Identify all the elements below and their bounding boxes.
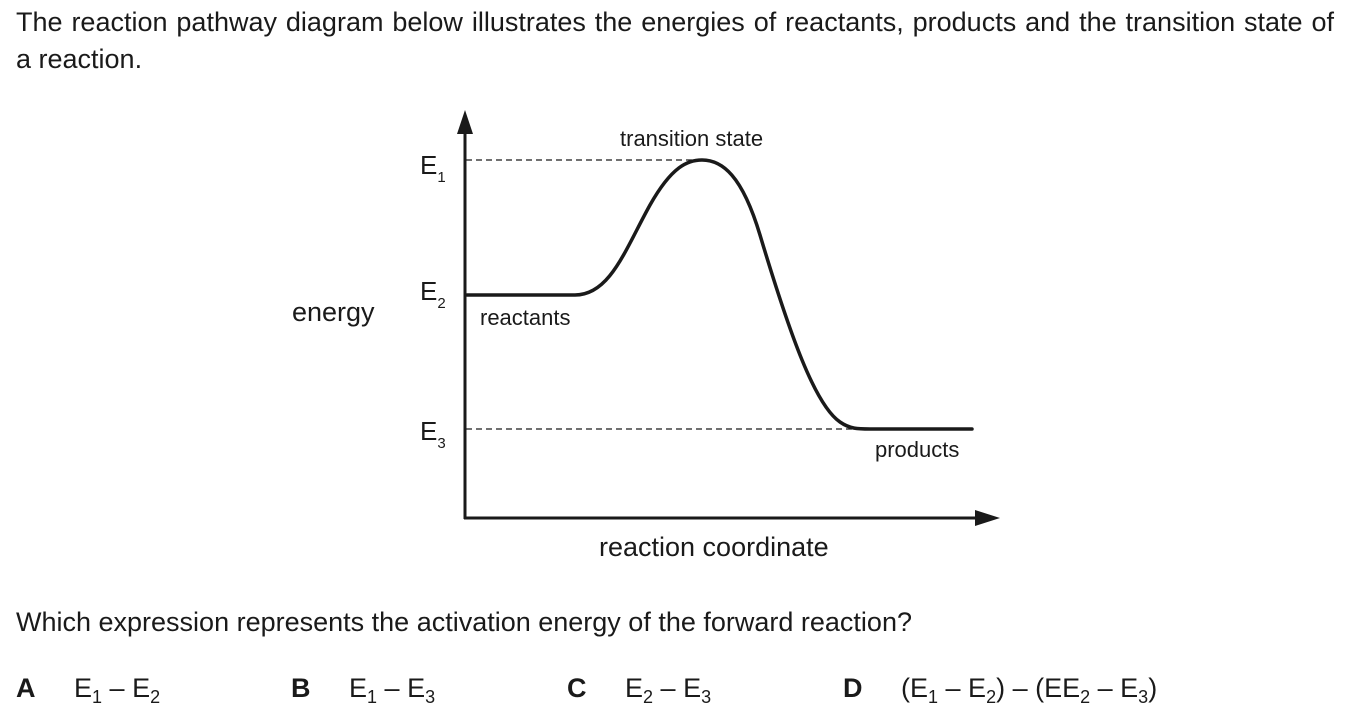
x-axis-arrowhead bbox=[975, 510, 1000, 526]
expression-text: E bbox=[625, 673, 644, 703]
x-axis-label: reaction coordinate bbox=[599, 532, 829, 562]
option-letter: D bbox=[843, 673, 863, 703]
option-expression: E1 – E3 bbox=[349, 673, 435, 707]
expression-text: ) bbox=[1148, 673, 1158, 703]
expression-text: – bbox=[1090, 673, 1121, 703]
option-a[interactable]: A E1 – E2 bbox=[16, 670, 160, 715]
expression-subscript: 3 bbox=[1138, 687, 1149, 707]
expression-text: E bbox=[1120, 673, 1139, 703]
transition-state-label: transition state bbox=[620, 126, 763, 151]
expression-subscript: 3 bbox=[425, 687, 436, 707]
y-axis-label: energy bbox=[292, 297, 375, 327]
expression-text: – bbox=[102, 673, 133, 703]
e2-label: E2 bbox=[420, 276, 446, 312]
option-letter: C bbox=[567, 673, 587, 703]
expression-subscript: 2 bbox=[986, 687, 997, 707]
option-letter: A bbox=[16, 673, 36, 703]
reactants-label: reactants bbox=[480, 305, 571, 330]
expression-text: E bbox=[1062, 673, 1081, 703]
expression-text: E bbox=[683, 673, 702, 703]
expression-subscript: 2 bbox=[150, 687, 161, 707]
option-expression: E2 – E3 bbox=[625, 673, 711, 707]
expression-text: E bbox=[132, 673, 151, 703]
y-axis-arrowhead bbox=[457, 110, 473, 134]
option-letter: B bbox=[291, 673, 311, 703]
expression-text: – bbox=[653, 673, 684, 703]
option-c[interactable]: C E2 – E3 bbox=[567, 670, 711, 715]
expression-text: – bbox=[377, 673, 408, 703]
energy-profile-curve bbox=[465, 158, 974, 431]
intro-text: The reaction pathway diagram below illus… bbox=[16, 7, 1334, 74]
expression-subscript: 1 bbox=[367, 687, 378, 707]
expression-text: E bbox=[349, 673, 368, 703]
expression-subscript: 2 bbox=[643, 687, 654, 707]
answer-options: A E1 – E2 B E1 – E3 C E2 – E3 D (E1 – E2) – … bbox=[0, 670, 1350, 710]
expression-text: E bbox=[74, 673, 93, 703]
e3-label: E3 bbox=[420, 416, 446, 452]
expression-subscript: 2 bbox=[1080, 687, 1091, 707]
expression-subscript: 1 bbox=[928, 687, 939, 707]
expression-text: E bbox=[407, 673, 426, 703]
expression-subscript: 1 bbox=[92, 687, 103, 707]
expression-subscript: 3 bbox=[701, 687, 712, 707]
expression-text: ) – (E bbox=[996, 673, 1063, 703]
option-b[interactable]: B E1 – E3 bbox=[291, 670, 435, 715]
products-label: products bbox=[875, 437, 959, 462]
expression-text: (E bbox=[901, 673, 928, 703]
expression-text: E bbox=[968, 673, 987, 703]
e1-label: E1 bbox=[420, 150, 446, 186]
option-d[interactable]: D (E1 – E2) – (EE2 – E3) bbox=[843, 670, 1157, 715]
option-expression: (E1 – E2) – (EE2 – E3) bbox=[901, 673, 1158, 707]
question-text: Which expression represents the activati… bbox=[16, 607, 912, 637]
expression-text: – bbox=[938, 673, 969, 703]
option-expression: E1 – E2 bbox=[74, 673, 160, 707]
